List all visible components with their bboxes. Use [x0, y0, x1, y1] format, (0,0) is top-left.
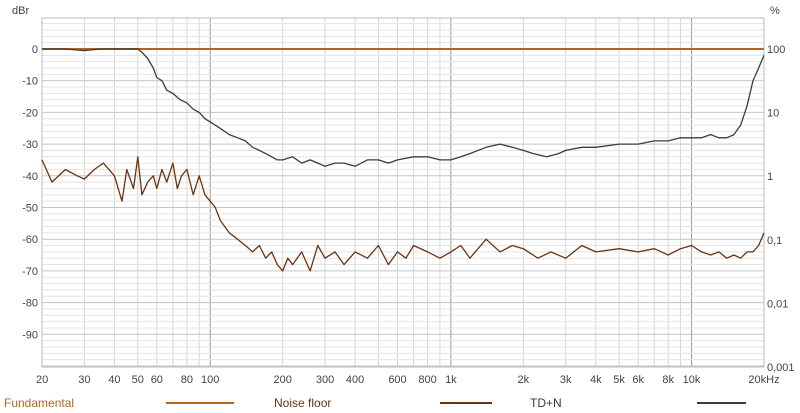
x-tick-label: 200	[273, 374, 291, 386]
x-tick-label: 6k	[632, 374, 644, 386]
x-tick-label: 40	[108, 374, 120, 386]
y-tick-label-left: -80	[22, 298, 38, 310]
x-tick-label: 800	[418, 374, 436, 386]
y-tick-label-right: 10	[767, 108, 779, 120]
x-tick-label: 1k	[445, 374, 457, 386]
x-tick-label: 5k	[613, 374, 625, 386]
x-tick-label: 20kHz	[748, 374, 779, 386]
legend-label: Fundamental	[4, 396, 74, 410]
legend-label: Noise floor	[274, 396, 331, 410]
y-axis-right-unit: %	[770, 5, 780, 17]
x-tick-label: 2k	[518, 374, 530, 386]
y-tick-label-left: 0	[32, 44, 38, 56]
y-tick-label-left: -50	[22, 203, 38, 215]
y-tick-label-right: 1	[767, 171, 773, 183]
legend-label: TD+N	[530, 396, 562, 410]
x-tick-label: 100	[201, 374, 219, 386]
x-tick-label: 60	[151, 374, 163, 386]
grid	[41, 17, 765, 368]
y-tick-label-left: -30	[22, 139, 38, 151]
legend: Fundamental Noise floor TD+N	[4, 396, 746, 410]
x-tick-label: 4k	[590, 374, 602, 386]
series-line-noise-floor	[41, 156, 765, 272]
x-tick-label: 400	[346, 374, 364, 386]
x-tick-label: 300	[316, 374, 334, 386]
y-tick-label-left: -70	[22, 266, 38, 278]
x-tick-label: 10k	[683, 374, 701, 386]
series-line-td-n	[42, 48, 765, 167]
y-tick-label-right: 100	[767, 44, 785, 56]
y-tick-label-right: 0,001	[767, 362, 795, 374]
x-tick-label: 30	[78, 374, 90, 386]
y-tick-label-left: -40	[22, 171, 38, 183]
x-tick-label: 50	[132, 374, 144, 386]
y-tick-label-right: 0,01	[767, 298, 788, 310]
axes: dBr % 20 30 40 50 60 80 100 200 300 400 600 800 1k 2k…	[12, 5, 795, 386]
y-tick-label-left: -90	[22, 329, 38, 341]
y-tick-label-left: -20	[22, 107, 38, 119]
y-axis-left-unit: dBr	[12, 5, 29, 17]
y-tick-label-left: -10	[22, 76, 38, 88]
y-tick-label-left: -60	[22, 234, 38, 246]
x-tick-label: 600	[388, 374, 406, 386]
x-tick-label: 3k	[560, 374, 572, 386]
series-layer	[41, 48, 765, 272]
y-tick-label-right: 0,1	[767, 235, 782, 247]
x-tick-label: 80	[181, 374, 193, 386]
plot-frame	[41, 17, 765, 368]
x-tick-label: 8k	[662, 374, 674, 386]
x-tick-label: 20	[36, 374, 48, 386]
